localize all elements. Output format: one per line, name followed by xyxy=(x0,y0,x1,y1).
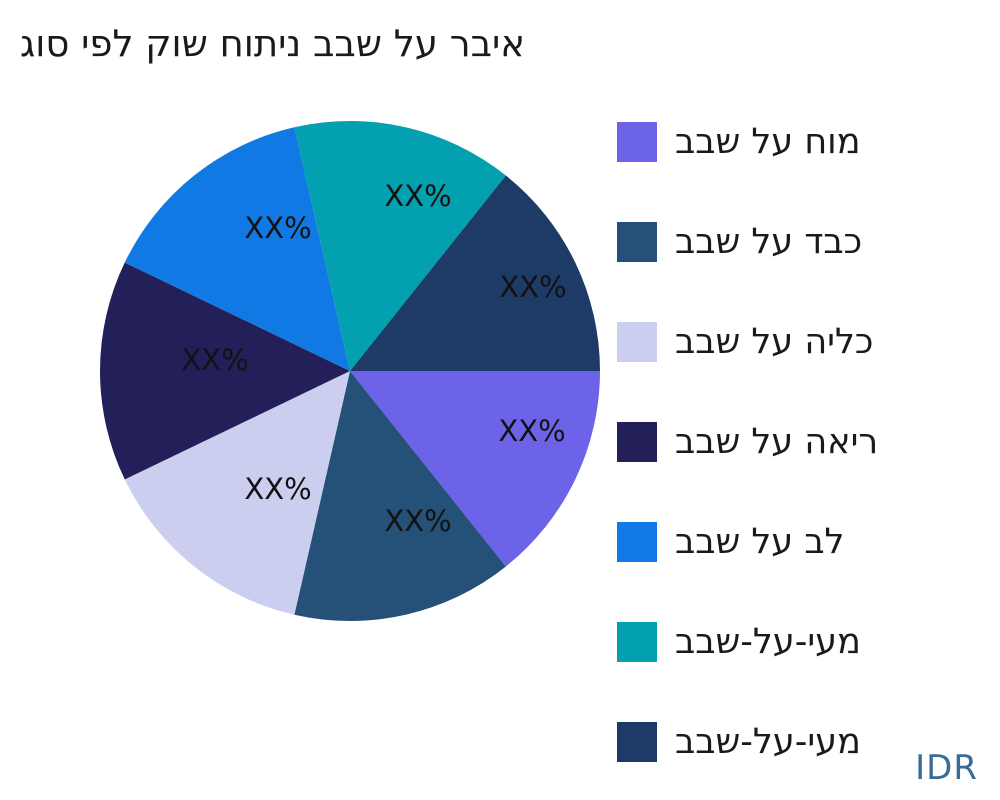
legend-label-4: ריאה על שבב xyxy=(675,421,879,462)
slice-label-7: XX% xyxy=(499,270,567,304)
legend: מוח על שבב כבד על שבב כליה על שבב ריאה על ש… xyxy=(617,122,878,762)
pie-slice-2 xyxy=(294,371,506,621)
legend-item-4: ריאה על שבב xyxy=(617,422,878,462)
legend-swatch-3 xyxy=(617,322,657,362)
pie-slice-7 xyxy=(350,175,600,371)
legend-label-5: לב על שבב xyxy=(675,521,845,562)
legend-item-6: מעי-על-שבב xyxy=(617,622,878,662)
pie-slice-5 xyxy=(124,127,350,372)
legend-label-1: מוח על שבב xyxy=(675,121,861,162)
legend-item-1: מוח על שבב xyxy=(617,122,878,162)
legend-item-2: כבד על שבב xyxy=(617,222,878,262)
chart-title: איבר על שבב ניתוח שוק לפי סוג xyxy=(20,22,525,65)
legend-label-3: כליה על שבב xyxy=(675,321,874,362)
slice-label-3: XX% xyxy=(244,472,312,506)
pie-slices-group xyxy=(100,121,600,621)
slice-label-5: XX% xyxy=(244,211,312,245)
slice-label-6: XX% xyxy=(384,179,452,213)
slice-label-1: XX% xyxy=(498,414,566,448)
pie-slice-3 xyxy=(124,371,350,615)
legend-item-3: כליה על שבב xyxy=(617,322,878,362)
pie-slice-4 xyxy=(100,262,350,480)
pie-slice-1 xyxy=(350,371,600,567)
pie-slice-6 xyxy=(294,121,506,371)
slice-label-4: XX% xyxy=(181,343,249,377)
legend-swatch-4 xyxy=(617,422,657,462)
legend-label-6: מעי-על-שבב xyxy=(675,621,861,662)
legend-swatch-2 xyxy=(617,222,657,262)
legend-label-2: כבד על שבב xyxy=(675,221,863,262)
legend-swatch-6 xyxy=(617,622,657,662)
legend-swatch-5 xyxy=(617,522,657,562)
legend-label-7: מעי-על-שבב xyxy=(675,721,861,762)
watermark-idr: IDR xyxy=(915,748,978,788)
slice-label-2: XX% xyxy=(384,504,452,538)
legend-item-5: לב על שבב xyxy=(617,522,878,562)
legend-swatch-7 xyxy=(617,722,657,762)
legend-item-7: מעי-על-שבב xyxy=(617,722,878,762)
legend-swatch-1 xyxy=(617,122,657,162)
